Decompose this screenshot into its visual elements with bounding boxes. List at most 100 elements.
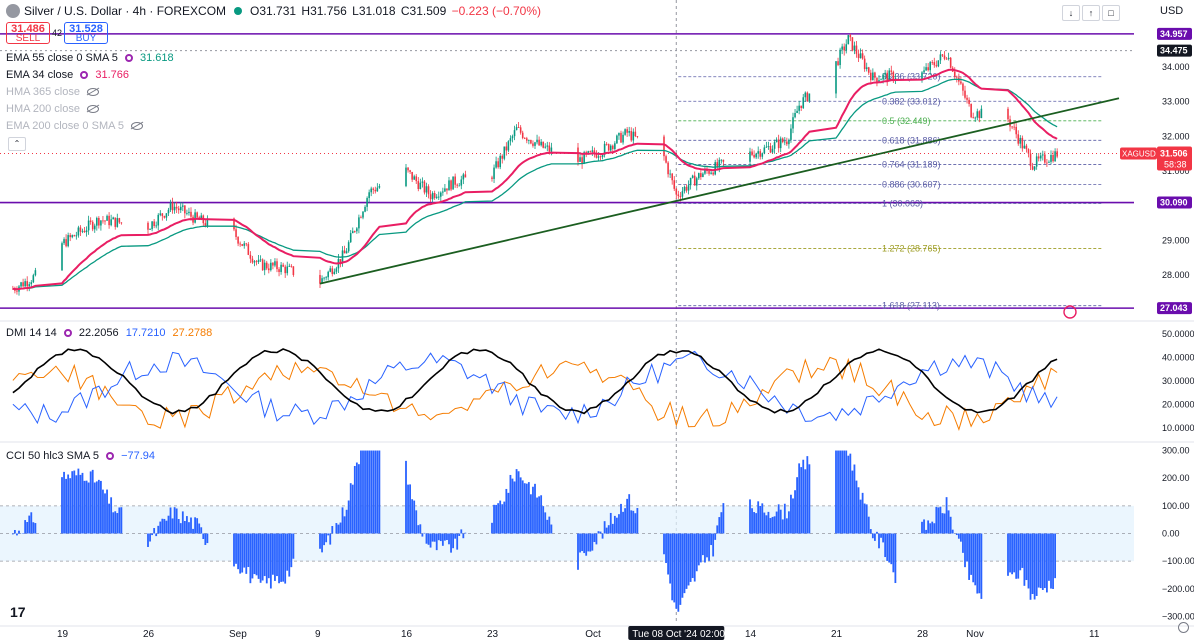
indicator-ema34[interactable]: EMA 34 close 31.766 [6,69,129,81]
candle-body [663,136,665,157]
candle-body [501,155,504,159]
gear-icon[interactable] [1178,622,1189,633]
sell-button[interactable]: 31.486 SELL [6,22,50,44]
cci-bar [202,533,205,540]
candle-body [423,181,426,193]
cci-bar [501,504,504,534]
indicator-settings-icon[interactable] [80,71,89,80]
indicator-settings-icon[interactable] [124,54,133,63]
hidden-eye-icon[interactable] [87,105,100,114]
candle-body [550,147,553,152]
candle-body [755,153,757,158]
candle-body [720,159,723,161]
candle-body [30,282,33,285]
indicator-ema55[interactable]: EMA 55 close 0 SMA 5 31.618 [6,52,174,64]
arrow-down-icon[interactable]: ↓ [1062,5,1080,21]
buy-button[interactable]: 31.528 BUY [64,22,108,44]
time-axis-label: 9 [315,629,321,640]
cci-bar [847,455,850,534]
symbol-tag-bg [1120,147,1157,160]
candle-body [83,230,86,233]
maximize-icon[interactable]: □ [1102,5,1120,21]
cci-bar [1025,533,1028,581]
cci-bar [366,450,368,534]
candle-body [114,217,117,227]
candle-body [845,44,848,51]
cci-bar [773,516,776,534]
candle-body [362,211,364,218]
cci-bar [628,494,631,534]
cci-bar [513,481,516,534]
cci-bar [679,533,682,605]
candle-body [96,217,98,226]
candle-body [169,202,172,210]
candle-body [749,151,751,162]
indicator-ema200[interactable]: EMA 200 close 0 SMA 5 [6,120,144,132]
cci-bar [110,497,113,534]
cci-bar [534,483,536,534]
candle-body [458,185,461,187]
currency-selector[interactable]: USD [1160,5,1184,17]
candle-body [710,172,712,174]
candle-body [378,186,381,188]
cci-bar [118,507,121,534]
cci-bar [175,508,178,534]
collapse-legend-icon[interactable]: ⌃ [8,137,26,151]
candle-body [413,176,415,180]
cci-bar [439,533,442,542]
symbol-title[interactable]: Silver / U.S. Dollar · 4h · FOREXCOM [24,4,227,18]
cci-bar [781,519,784,534]
candle-body [462,174,465,180]
candle-body [349,233,352,243]
indicator-settings-icon[interactable] [106,452,114,461]
cci-bar [634,513,637,534]
cci-bar [24,520,27,534]
cci-bar [1035,533,1038,596]
candle-body [540,141,542,146]
cci-bar [597,531,600,534]
cci-bar [120,507,123,534]
candle-body [270,262,272,271]
indicator-hma200[interactable]: HMA 200 close [6,103,100,115]
cci-bar [536,497,538,534]
candle-body [603,143,606,155]
cci-bar [779,509,782,534]
cci-bar [761,503,764,534]
candle-body [532,143,534,146]
cci-bar [360,450,362,534]
cci-axis-label: −200.00 [1162,584,1194,594]
candle-body [91,221,94,230]
dmi-legend[interactable]: DMI 14 14 22.2056 17.7210 27.2788 [6,327,212,339]
candle-body [151,221,153,230]
candle-body [968,99,970,104]
cci-bar [372,450,375,534]
candle-body [867,67,870,73]
candle-body [360,217,362,219]
cci-bar [972,533,975,583]
candle-body [241,244,243,246]
cci-bar [687,533,690,586]
cci-bar [181,511,184,534]
cci-bar [267,533,270,579]
cci-bar [792,498,794,534]
candle-body [24,281,26,287]
fib-level-label: 1 (30.063) [882,198,923,208]
indicator-hma365[interactable]: HMA 365 close [6,86,100,98]
candle-body [593,150,596,155]
cci-bar [405,460,407,534]
price-badge-34475: 34.475 [1160,46,1188,56]
hidden-eye-icon[interactable] [87,88,100,97]
cci-legend[interactable]: CCI 50 hlc3 SMA 5 −77.94 [6,450,155,462]
hidden-eye-icon[interactable] [131,122,144,131]
candle-body [153,221,155,226]
arrow-up-icon[interactable]: ↑ [1082,5,1100,21]
candle-body [962,83,964,91]
cci-bar [351,484,354,534]
cci-bar [587,533,590,552]
candle-body [609,145,612,151]
cci-bar [157,525,160,534]
indicator-settings-icon[interactable] [63,329,72,338]
cci-bar [876,531,878,534]
adx-line [12,348,1058,415]
